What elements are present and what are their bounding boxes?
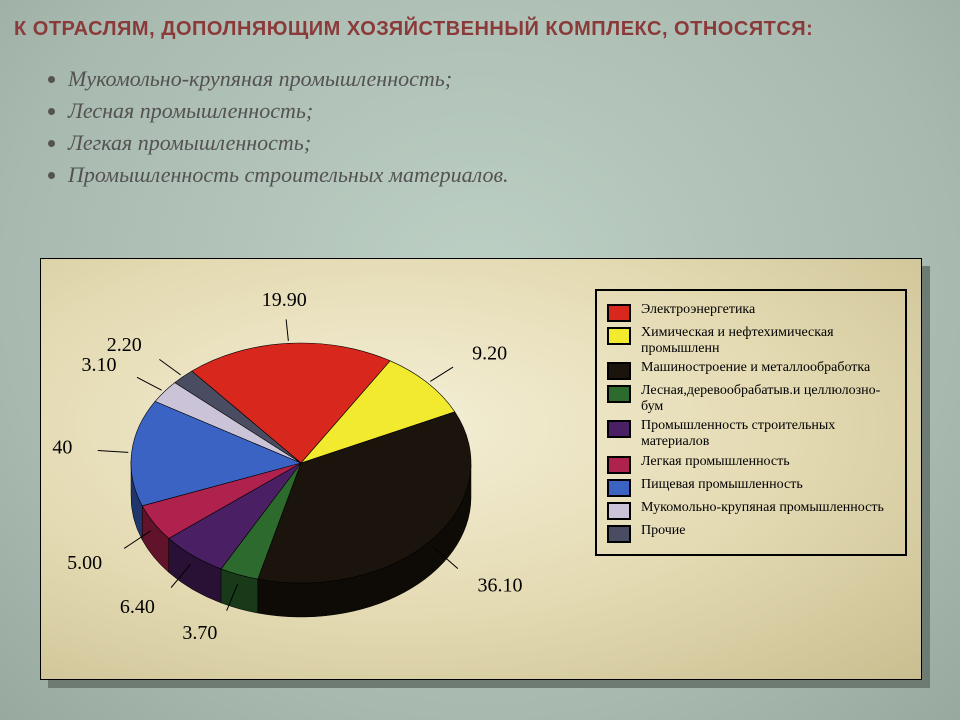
bullet-item: Мукомольно-крупяная промышленность;: [68, 66, 920, 92]
legend-item: Мукомольно-крупяная промышленность: [607, 500, 897, 520]
legend-swatch: [607, 456, 631, 474]
legend-swatch: [607, 420, 631, 438]
legend-swatch: [607, 304, 631, 322]
legend-label: Прочие: [641, 523, 686, 539]
pie-value-label: 9.20: [472, 343, 507, 365]
legend-swatch: [607, 525, 631, 543]
legend-label: Мукомольно-крупяная промышленность: [641, 500, 884, 516]
pie-value-label: 19.90: [262, 289, 307, 311]
legend-swatch: [607, 502, 631, 520]
bullet-item: Легкая промышленность;: [68, 130, 920, 156]
pie-value-label: 2.20: [107, 334, 142, 356]
pie-chart: 19.90 9.20 36.10 3.70 6.40 5.00 14.40 3.102.20: [51, 263, 571, 681]
legend-item: Легкая промышленность: [607, 454, 897, 474]
legend-label: Электроэнергетика: [641, 302, 755, 318]
legend-item: Пищевая промышленность: [607, 477, 897, 497]
legend-item: Электроэнергетика: [607, 302, 897, 322]
legend-item: Химическая и нефтехимическая промышленн: [607, 325, 897, 357]
bullet-item: Лесная промышленность;: [68, 98, 920, 124]
bullet-list: Мукомольно-крупяная промышленность; Лесна…: [40, 60, 920, 194]
pie-value-label: 36.10: [477, 575, 522, 597]
page-title: К ОТРАСЛЯМ, ДОПОЛНЯЮЩИМ ХОЗЯЙСТВЕННЫЙ КО…: [14, 18, 946, 41]
legend-label: Машиностроение и металлообработка: [641, 360, 870, 376]
legend-swatch: [607, 385, 631, 403]
legend-label: Промышленность строительных материалов: [641, 418, 897, 450]
pie-leader: [286, 319, 288, 341]
pie-leader: [430, 367, 453, 381]
legend-item: Промышленность строительных материалов: [607, 418, 897, 450]
legend: Электроэнергетика Химическая и нефтехимич…: [595, 289, 907, 556]
legend-label: Лесная,деревообрабатыв.и целлюлозно-бум: [641, 383, 897, 415]
legend-item: Лесная,деревообрабатыв.и целлюлозно-бум: [607, 383, 897, 415]
slide: К ОТРАСЛЯМ, ДОПОЛНЯЮЩИМ ХОЗЯЙСТВЕННЫЙ КО…: [0, 0, 960, 720]
legend-item: Машиностроение и металлообработка: [607, 360, 897, 380]
legend-swatch: [607, 479, 631, 497]
pie-value-label: 6.40: [120, 596, 155, 618]
legend-swatch: [607, 362, 631, 380]
bullet-ul: Мукомольно-крупяная промышленность; Лесна…: [40, 66, 920, 188]
pie-value-label: 3.70: [182, 622, 217, 644]
pie-value-label: 3.10: [82, 354, 117, 376]
bullet-item: Промышленность строительных материалов.: [68, 162, 920, 188]
legend-swatch: [607, 327, 631, 345]
pie-value-label: 5.00: [67, 552, 102, 574]
pie-leader: [159, 359, 180, 375]
pie-leader: [98, 450, 128, 452]
pie-value-label: 14.40: [51, 436, 72, 458]
chart-box: 19.909.2036.103.706.405.0014.403.102.20 …: [40, 258, 922, 680]
pie-leader: [137, 377, 162, 390]
legend-item: Прочие: [607, 523, 897, 543]
legend-label: Химическая и нефтехимическая промышленн: [641, 325, 897, 357]
chart-container: 19.909.2036.103.706.405.0014.403.102.20 …: [40, 258, 930, 686]
legend-label: Легкая промышленность: [641, 454, 790, 470]
legend-label: Пищевая промышленность: [641, 477, 803, 493]
